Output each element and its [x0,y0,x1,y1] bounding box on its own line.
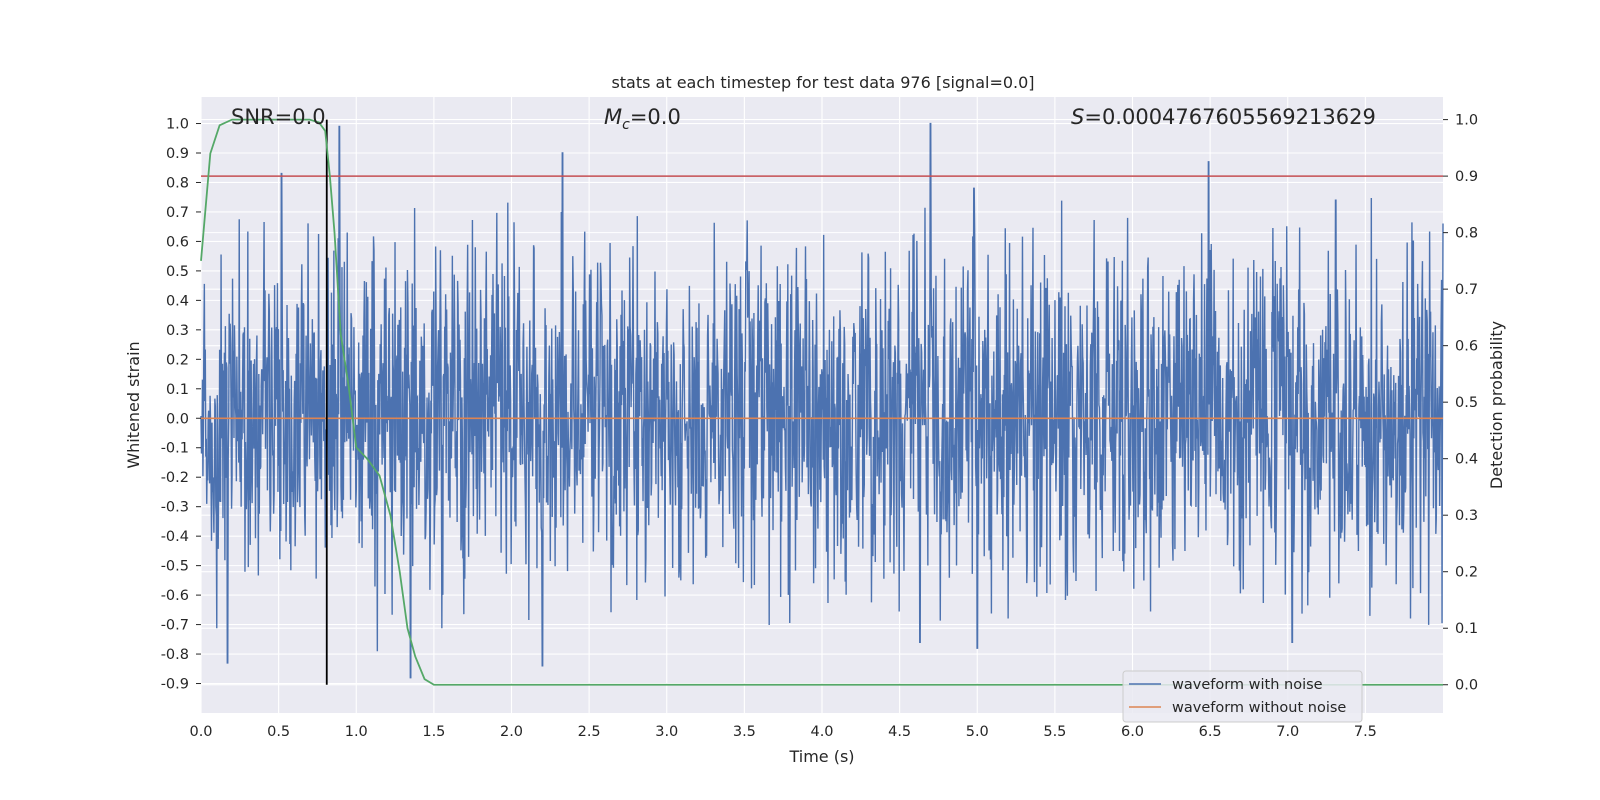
y-left-tick-label: 0.5 [166,264,189,280]
y-left-tick-label: -0.1 [161,441,189,457]
probability-curve [200,118,1443,686]
x-tick-label: 4.0 [810,724,833,740]
y-left-tick-label: -0.5 [161,559,189,575]
noise-waveform [200,122,1444,679]
x-tick-label: 3.0 [655,724,678,740]
y-right-tick-labels: 1.0 0.9 0.8 0.7 0.6 0.5 0.4 0.3 0.2 0.1 0.0 [1443,113,1478,694]
y-left-tick-label: -0.9 [161,677,189,693]
y-axis-label-left: Whitened strain [124,341,143,468]
probability-line [200,118,1443,686]
chirp-mass-annotation: Mc=0.0 [604,105,681,133]
y-left-tick-label: 0.7 [166,205,189,221]
legend: waveform with noise waveform without noi… [1122,670,1363,723]
x-tick-label: 0.5 [267,724,290,740]
x-tick-label: 7.5 [1354,724,1377,740]
x-tick-label: 5.5 [1043,724,1066,740]
y-left-tick-label: -0.8 [161,647,189,663]
y-left-tick-label: 0.1 [166,382,189,398]
y-left-tick-label: 1.0 [166,117,189,133]
y-left-tick-label: 0.8 [166,175,189,191]
y-right-tick-label: 0.9 [1455,169,1478,185]
snr-annotation: SNR=0.0 [231,105,326,129]
y-left-tick-label: -0.2 [161,470,189,486]
y-right-tick-label: 0.6 [1455,339,1478,355]
y-axis-label-right: Detection probability [1487,321,1506,489]
y-left-tick-label: 0.0 [166,411,189,427]
y-right-tick-label: 0.8 [1455,226,1478,242]
x-tick-label: 6.0 [1121,724,1144,740]
y-left-tick-label: 0.2 [166,352,189,368]
x-tick-label: 1.0 [345,724,368,740]
chart-title: stats at each timestep for test data 976… [611,73,1034,92]
y-right-tick-label: 0.7 [1455,282,1478,298]
noise-waveform-line [200,122,1444,679]
s-annotation: S=0.0004767605569213629 [1071,105,1376,129]
y-left-tick-label: -0.3 [161,500,189,516]
x-tick-label: 6.5 [1199,724,1222,740]
y-right-tick-label: 0.2 [1455,565,1478,581]
y-right-tick-label: 0.5 [1455,395,1478,411]
y-right-tick-label: 1.0 [1455,113,1478,129]
x-tick-label: 5.0 [966,724,989,740]
y-left-tick-label: 0.3 [166,323,189,339]
x-tick-label: 2.0 [500,724,523,740]
y-left-tick-label: -0.7 [161,618,189,634]
y-left-tick-label: 0.6 [166,234,189,250]
legend-label-noise: waveform with noise [1172,677,1323,693]
y-right-tick-label: 0.1 [1455,621,1478,637]
x-tick-label: 2.5 [578,724,601,740]
y-left-tick-label: 0.9 [166,146,189,162]
x-tick-label: 7.0 [1276,724,1299,740]
legend-box [1122,670,1363,723]
x-tick-label: 4.5 [888,724,911,740]
y-left-tick-label: -0.6 [161,588,189,604]
y-right-tick-label: 0.3 [1455,508,1478,524]
y-right-tick-label: 0.0 [1455,678,1478,694]
x-tick-label: 0.0 [189,724,212,740]
y-left-tick-label: -0.4 [161,529,189,545]
x-tick-label: 1.5 [422,724,445,740]
x-tick-labels: 0.0 0.5 1.0 1.5 2.0 2.5 3.0 3.5 4.0 4.5 5.0 5.5 6.0 6… [189,724,1376,740]
y-right-tick-label: 0.4 [1455,452,1478,468]
legend-label-clean: waveform without noise [1172,700,1346,716]
x-axis-label: Time (s) [788,747,854,766]
reference-lines [201,119,1443,685]
y-left-tick-label: 0.4 [166,293,189,309]
x-tick-label: 3.5 [733,724,756,740]
y-left-tick-labels: 1.0 0.9 0.8 0.7 0.6 0.5 0.4 0.3 0.2 0.1 0.0 -0.1 -0.… [161,117,201,693]
